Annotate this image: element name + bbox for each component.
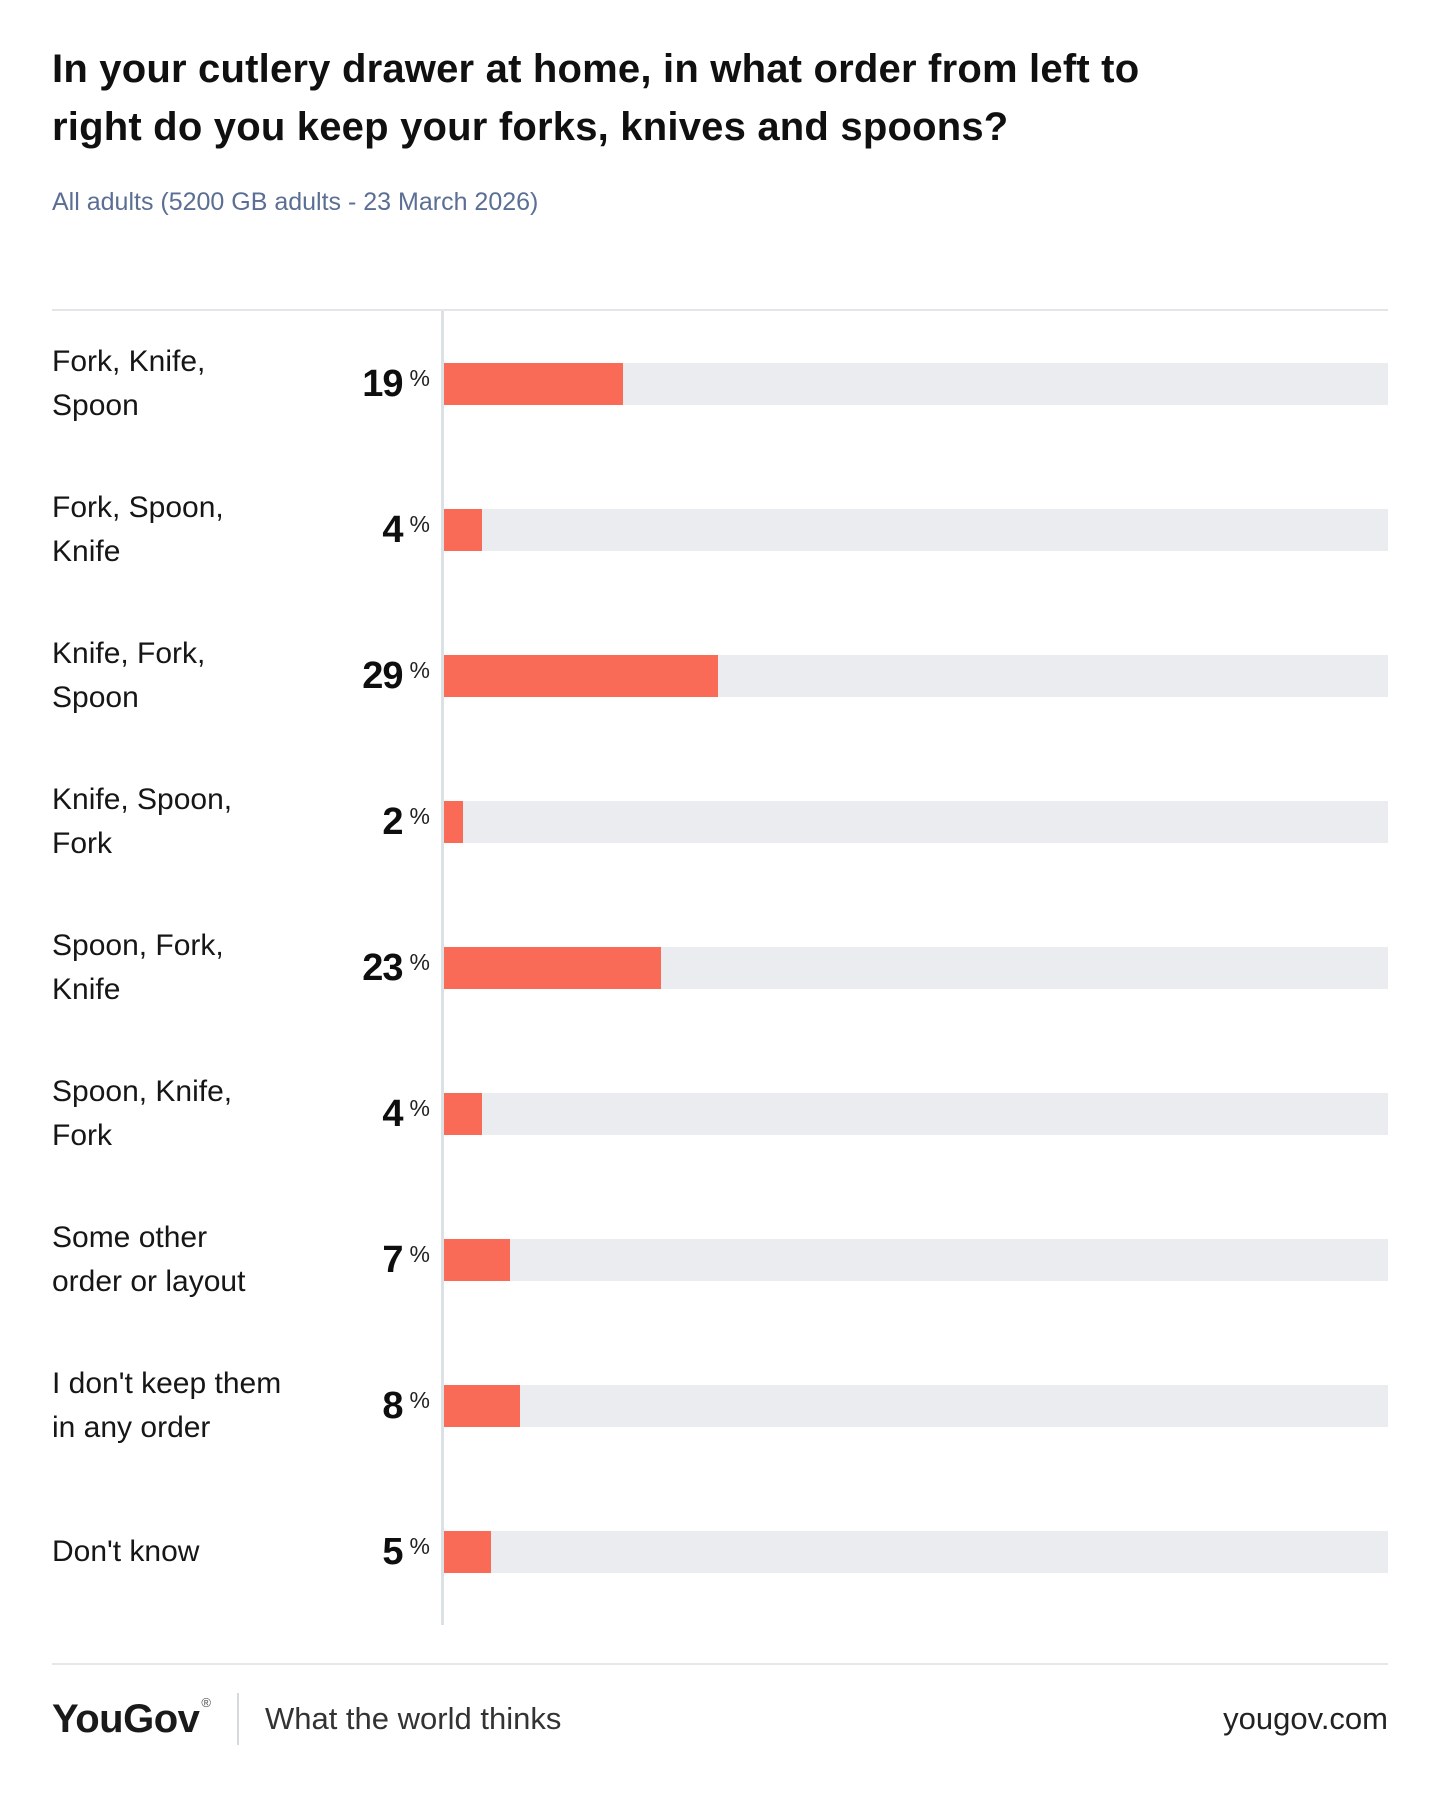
- value-number: 4: [382, 1093, 403, 1135]
- bar-fill: [444, 801, 463, 843]
- bar-track: [444, 509, 1388, 551]
- bar-fill: [444, 363, 624, 405]
- category-label: Knife, Fork, Spoon: [52, 637, 206, 714]
- value-number: 29: [362, 655, 403, 697]
- footer-divider: [52, 1663, 1388, 1665]
- bar-cell: [441, 1479, 1388, 1625]
- category-label: Spoon, Knife, Fork: [52, 1075, 233, 1152]
- category-label: Some other order or layout: [52, 1221, 246, 1298]
- brand-tagline: What the world thinks: [264, 1701, 562, 1736]
- value-cell: 7 %: [302, 1239, 441, 1281]
- bar-cell: [441, 311, 1388, 457]
- value-cell: 4 %: [302, 1093, 441, 1135]
- bar-fill: [444, 655, 718, 697]
- table-row: Knife, Spoon, Fork 2 %: [52, 749, 1388, 895]
- bar-track: [444, 1385, 1388, 1427]
- sample-subtitle: All adults (5200 GB adults - 23 March 20…: [52, 188, 539, 216]
- value-number: 2: [382, 801, 403, 843]
- table-row: Knife, Fork, Spoon 29 %: [52, 603, 1388, 749]
- bar-fill: [444, 1385, 520, 1427]
- value-number: 8: [382, 1385, 403, 1427]
- bar-cell: [441, 1333, 1388, 1479]
- bar-cell: [441, 1187, 1388, 1333]
- bar-cell: [441, 749, 1388, 895]
- table-row: I don't keep them in any order 8 %: [52, 1333, 1388, 1479]
- bar-track: [444, 1239, 1388, 1281]
- percent-sign: %: [409, 1241, 430, 1267]
- value-cell: 5 %: [302, 1531, 441, 1573]
- table-row: Fork, Spoon, Knife 4 %: [52, 457, 1388, 603]
- percent-sign: %: [409, 803, 430, 829]
- percent-sign: %: [409, 657, 430, 683]
- registered-trademark-icon: ®: [201, 1695, 211, 1710]
- website-url: yougov.com: [1223, 1701, 1388, 1736]
- page-title: In your cutlery drawer at home, in what …: [52, 47, 1140, 149]
- category-label: Don't know: [52, 1535, 200, 1568]
- value-cell: 4 %: [302, 509, 441, 551]
- bar-fill: [444, 1531, 492, 1573]
- value-number: 4: [382, 509, 403, 551]
- category-label: Fork, Spoon, Knife: [52, 491, 224, 568]
- vertical-divider: [236, 1693, 239, 1745]
- bar-track: [444, 363, 1388, 405]
- bar-cell: [441, 895, 1388, 1041]
- footer: YouGov ® What the world thinks yougov.co…: [52, 1693, 1388, 1745]
- bar-track: [444, 1093, 1388, 1135]
- table-row: Spoon, Fork, Knife 23 %: [52, 895, 1388, 1041]
- value-cell: 23 %: [302, 947, 441, 989]
- value-cell: 8 %: [302, 1385, 441, 1427]
- percent-sign: %: [409, 365, 430, 391]
- bar-track: [444, 1531, 1388, 1573]
- value-number: 5: [382, 1531, 403, 1573]
- category-label: Fork, Knife, Spoon: [52, 345, 206, 422]
- value-cell: 29 %: [302, 655, 441, 697]
- value-cell: 2 %: [302, 801, 441, 843]
- percent-sign: %: [409, 1095, 430, 1121]
- bar-cell: [441, 457, 1388, 603]
- value-number: 19: [362, 363, 403, 405]
- bar-chart: Fork, Knife, Spoon 19 % Fork, Spoon, Kni…: [52, 309, 1388, 1625]
- bar-cell: [441, 603, 1388, 749]
- percent-sign: %: [409, 949, 430, 975]
- yougov-logo: YouGov: [52, 1696, 200, 1741]
- bar-cell: [441, 1041, 1388, 1187]
- bar-fill: [444, 1093, 482, 1135]
- bar-fill: [444, 1239, 511, 1281]
- bar-track: [444, 801, 1388, 843]
- category-label: I don't keep them in any order: [52, 1367, 282, 1444]
- percent-sign: %: [409, 1387, 430, 1413]
- value-cell: 19 %: [302, 363, 441, 405]
- value-number: 23: [362, 947, 403, 989]
- bar-fill: [444, 509, 482, 551]
- bar-track: [444, 655, 1388, 697]
- table-row: Fork, Knife, Spoon 19 %: [52, 311, 1388, 457]
- table-row: Some other order or layout 7 %: [52, 1187, 1388, 1333]
- table-row: Don't know 5 %: [52, 1479, 1388, 1625]
- bar-fill: [444, 947, 662, 989]
- bar-track: [444, 947, 1388, 989]
- percent-sign: %: [409, 511, 430, 537]
- category-label: Knife, Spoon, Fork: [52, 783, 233, 860]
- category-label: Spoon, Fork, Knife: [52, 929, 224, 1006]
- brand-block: YouGov ® What the world thinks: [52, 1693, 561, 1745]
- percent-sign: %: [409, 1533, 430, 1559]
- table-row: Spoon, Knife, Fork 4 %: [52, 1041, 1388, 1187]
- value-number: 7: [382, 1239, 403, 1281]
